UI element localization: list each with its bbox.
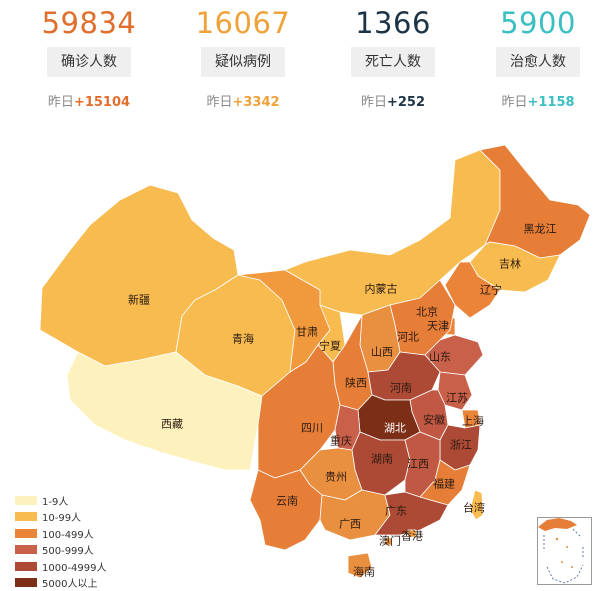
yesterday-label: 昨日 [206,95,232,110]
map-legend: 1-9人 10-99人 100-499人 500-999人 1000-4999人… [15,492,107,591]
suspected-label: 疑似病例 [201,47,285,77]
confirmed-stat: 59834 确诊人数 昨日+15104 [14,0,164,110]
legend-item-1000-4999: 1000-4999人 [15,558,107,575]
legend-label: 10-99人 [42,509,81,524]
province-label: 黑龙江 [524,223,557,236]
cured-label: 治愈人数 [496,47,580,77]
province-label: 台湾 [463,501,485,515]
province-label: 安徽 [423,413,445,427]
province-label: 青海 [232,332,254,346]
province-label: 香港 [401,530,423,543]
legend-item-5000-plus: 5000人以上 [15,575,107,591]
province-label: 吉林 [499,257,521,271]
province-label: 澳门 [379,534,401,548]
legend-swatch [15,578,37,587]
province-label: 四川 [301,422,323,435]
south-china-sea-inset [537,517,592,585]
cured-yesterday: 昨日+1158 [463,91,597,110]
province-label: 河南 [390,382,412,395]
cured-stat: 5900 治愈人数 昨日+1158 [463,0,597,110]
deaths-yesterday: 昨日+252 [318,91,468,110]
confirmed-delta: +15104 [74,95,130,110]
confirmed-yesterday: 昨日+15104 [14,91,164,110]
province-label: 浙江 [450,439,472,452]
deaths-count: 1366 [318,0,468,46]
deaths-label: 死亡人数 [351,47,435,77]
confirmed-label: 确诊人数 [47,47,131,77]
legend-label: 1000-4999人 [42,559,107,574]
legend-swatch [15,512,37,521]
suspected-count: 16067 [168,0,318,46]
province-label: 湖北 [384,422,406,435]
province-label: 贵州 [325,471,347,484]
province-label: 湖南 [371,453,393,466]
cured-count: 5900 [463,0,597,46]
legend-item-100-499: 100-499人 [15,525,107,542]
province-label: 甘肃 [296,326,318,339]
yesterday-label: 昨日 [501,95,527,110]
province-label: 内蒙古 [365,282,398,296]
province-label: 上海 [462,414,484,428]
province-label: 辽宁 [480,283,502,297]
stats-panel: 59834 确诊人数 昨日+15104 16067 疑似病例 昨日+3342 1… [0,0,597,110]
deaths-stat: 1366 死亡人数 昨日+252 [318,0,468,110]
province-label: 广东 [385,505,407,518]
province-label: 云南 [276,495,298,508]
suspected-yesterday: 昨日+3342 [168,91,318,110]
legend-item-500-999: 500-999人 [15,542,107,559]
province-label: 陕西 [345,376,367,390]
province-label: 北京 [416,305,438,319]
legend-item-10-99: 10-99人 [15,509,107,526]
province-label: 海南 [353,565,375,579]
legend-swatch [15,545,37,554]
legend-label: 5000人以上 [42,575,97,590]
yesterday-label: 昨日 [361,95,387,110]
province-label: 山东 [429,351,451,364]
legend-label: 1-9人 [42,493,68,508]
province-label: 宁夏 [319,339,341,353]
legend-item-1-9: 1-9人 [15,492,107,509]
province-label: 河北 [397,331,419,344]
deaths-delta: +252 [387,95,425,110]
province-label: 山西 [371,346,393,359]
legend-swatch [15,562,37,571]
province-label: 江苏 [446,392,468,405]
suspected-delta: +3342 [232,95,279,110]
suspected-stat: 16067 疑似病例 昨日+3342 [168,0,318,110]
legend-label: 100-499人 [42,526,94,541]
cured-delta: +1158 [527,95,574,110]
legend-swatch [15,496,37,505]
province-label: 天津 [427,320,449,333]
legend-swatch [15,529,37,538]
province-label: 江西 [407,458,429,471]
province-label: 福建 [433,477,455,491]
confirmed-count: 59834 [14,0,164,46]
province-label: 西藏 [161,418,183,431]
legend-label: 500-999人 [42,542,94,557]
province-label: 广西 [339,518,361,531]
province-label: 新疆 [128,293,150,307]
yesterday-label: 昨日 [48,95,74,110]
province-label: 重庆 [330,434,352,448]
